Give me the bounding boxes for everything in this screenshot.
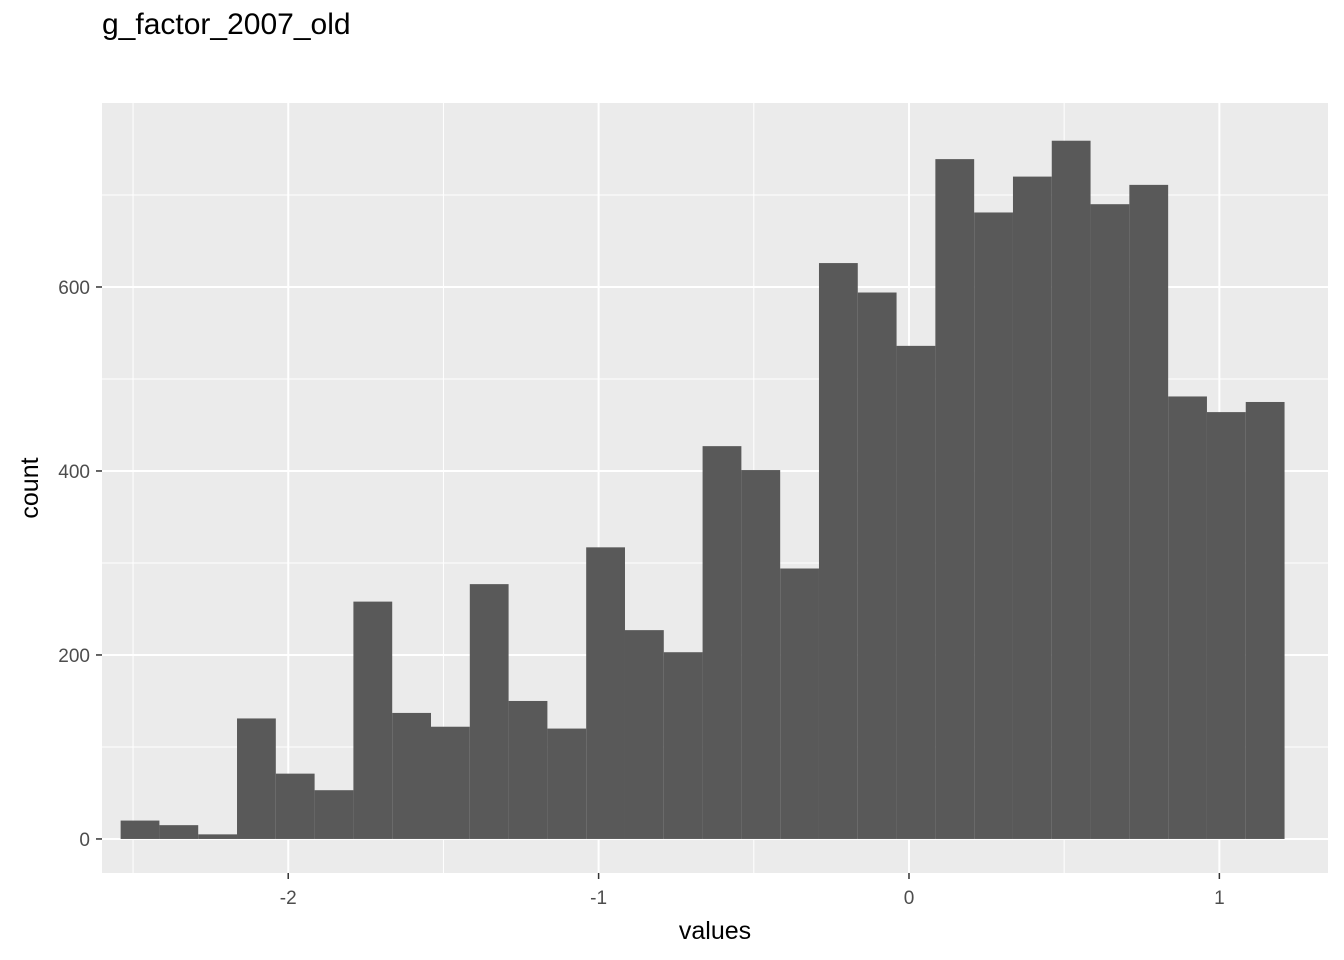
histogram-bar-26 bbox=[1090, 204, 1130, 839]
histogram-bar-24 bbox=[1012, 176, 1052, 839]
histogram-bar-7 bbox=[353, 601, 393, 839]
histogram-bars bbox=[120, 140, 1285, 839]
histogram-bar-2 bbox=[159, 825, 199, 839]
histogram-bar-18 bbox=[780, 568, 819, 839]
histogram-bar-13 bbox=[586, 547, 625, 839]
histogram-bar-6 bbox=[314, 790, 354, 839]
y-tick-label: 400 bbox=[58, 462, 90, 483]
histogram-bar-10 bbox=[469, 584, 509, 839]
histogram-bar-23 bbox=[974, 212, 1013, 839]
histogram-bar-9 bbox=[431, 726, 470, 839]
histogram-bar-12 bbox=[547, 728, 587, 839]
x-axis: -2 -1 0 1 bbox=[280, 873, 1225, 909]
histogram-bar-16 bbox=[702, 446, 742, 839]
y-axis-title: count bbox=[16, 457, 44, 518]
histogram-bar-29 bbox=[1206, 412, 1246, 839]
histogram-bar-11 bbox=[508, 700, 548, 839]
histogram-bar-25 bbox=[1051, 140, 1091, 839]
histogram-bar-20 bbox=[857, 292, 897, 839]
histogram-bar-22 bbox=[935, 159, 975, 839]
histogram-bar-8 bbox=[392, 712, 432, 839]
x-tick-label: -2 bbox=[280, 888, 297, 909]
x-tick-label: 1 bbox=[1214, 888, 1225, 909]
y-axis: 0 200 400 600 bbox=[58, 278, 102, 851]
histogram-bar-3 bbox=[198, 834, 238, 839]
y-tick-label: 200 bbox=[58, 646, 90, 667]
histogram-bar-19 bbox=[818, 263, 858, 839]
histogram-bar-27 bbox=[1129, 184, 1169, 839]
y-tick-label: 600 bbox=[58, 278, 90, 299]
chart-title: g_factor_2007_old bbox=[102, 8, 351, 41]
x-axis-title: values bbox=[679, 917, 751, 945]
histogram-bar-15 bbox=[663, 652, 703, 839]
histogram-bar-17 bbox=[741, 470, 781, 839]
histogram-bar-1 bbox=[120, 820, 160, 839]
histogram-bar-5 bbox=[275, 773, 315, 839]
y-tick-label: 0 bbox=[79, 830, 90, 851]
histogram-bar-14 bbox=[624, 630, 664, 839]
x-tick-label: -1 bbox=[590, 888, 607, 909]
histogram-bar-4 bbox=[237, 718, 276, 839]
histogram-bar-30 bbox=[1245, 401, 1285, 839]
x-tick-label: 0 bbox=[904, 888, 915, 909]
histogram-bar-21 bbox=[896, 345, 936, 839]
histogram-bar-28 bbox=[1168, 396, 1207, 839]
